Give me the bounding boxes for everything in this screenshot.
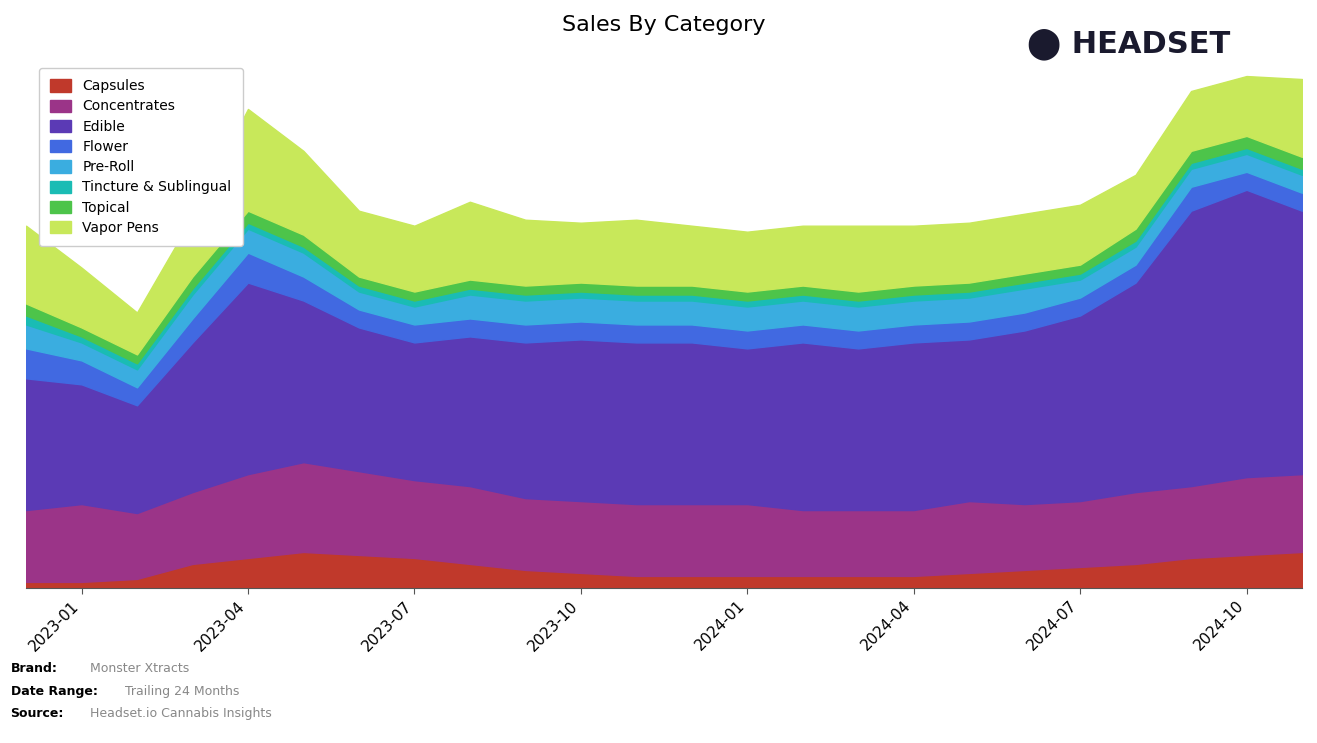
Legend: Capsules, Concentrates, Edible, Flower, Pre-Roll, Tincture & Sublingual, Topical: Capsules, Concentrates, Edible, Flower, … bbox=[40, 68, 242, 246]
Text: ⬤ HEADSET: ⬤ HEADSET bbox=[1027, 28, 1230, 59]
Text: Monster Xtracts: Monster Xtracts bbox=[90, 663, 188, 675]
Text: Date Range:: Date Range: bbox=[11, 685, 97, 698]
Text: Trailing 24 Months: Trailing 24 Months bbox=[125, 685, 240, 698]
Text: Source:: Source: bbox=[11, 707, 65, 720]
Text: Brand:: Brand: bbox=[11, 663, 58, 675]
Text: Headset.io Cannabis Insights: Headset.io Cannabis Insights bbox=[90, 707, 271, 720]
Title: Sales By Category: Sales By Category bbox=[562, 15, 765, 35]
